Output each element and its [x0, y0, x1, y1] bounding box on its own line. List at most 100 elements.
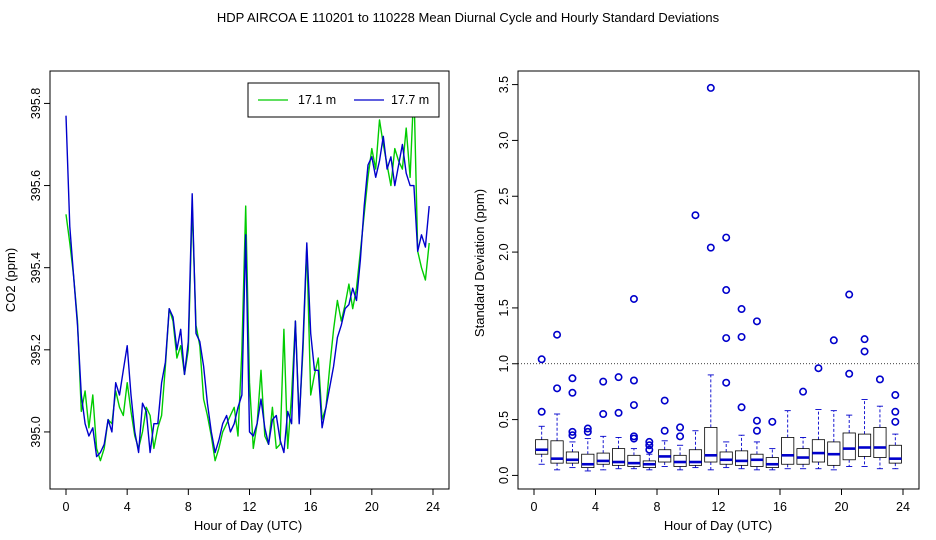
outlier-point — [645, 445, 654, 454]
outlier-point — [752, 426, 761, 435]
outlier-point — [660, 426, 669, 435]
boxplot-hour — [811, 364, 825, 470]
stddev-x-tick-label: 12 — [712, 500, 726, 514]
boxplot-hour — [719, 233, 733, 469]
figure-title: HDP AIRCOA E 110201 to 110228 Mean Diurn… — [217, 10, 720, 25]
boxplot-hour — [704, 83, 718, 471]
stddev-x-tick-label: 24 — [896, 500, 910, 514]
co2-x-tick-label: 24 — [426, 500, 440, 514]
iqr-box — [688, 449, 702, 466]
boxplot-hour — [735, 305, 749, 470]
outlier-point — [568, 427, 577, 436]
iqr-box — [612, 448, 626, 466]
legend-label-17-1m: 17.1 m — [298, 93, 336, 107]
stddev-y-tick-label: 1.5 — [497, 299, 511, 316]
outlier-point — [768, 417, 777, 426]
outlier-point — [860, 335, 869, 344]
outlier-point — [722, 334, 731, 343]
outlier-point — [845, 369, 854, 378]
outlier-point — [706, 243, 715, 252]
iqr-box — [719, 451, 733, 465]
outlier-point — [645, 441, 654, 450]
iqr-box — [873, 426, 887, 458]
outlier-point — [860, 347, 869, 356]
co2-x-tick-label: 8 — [185, 500, 192, 514]
outlier-point — [737, 305, 746, 314]
boxplot-hour — [796, 387, 810, 470]
boxplot-hour — [550, 330, 564, 471]
boxplot-hour — [765, 417, 779, 471]
boxplot-hour — [873, 375, 887, 470]
co2-x-tick-label: 16 — [304, 500, 318, 514]
outlier-point — [629, 294, 638, 303]
outlier-point — [891, 417, 900, 426]
iqr-box — [842, 432, 856, 461]
outlier-point — [568, 388, 577, 397]
legend-label-17-7m: 17.7 m — [391, 93, 429, 107]
co2-x-axis-label: Hour of Day (UTC) — [194, 518, 302, 533]
outlier-point — [568, 431, 577, 440]
boxplot-hour — [842, 290, 856, 467]
co2-series — [65, 86, 430, 462]
stddev-y-axis: 0.0 0.5 1.0 1.5 2.0 2.5 3.0 3.5 — [497, 76, 518, 484]
outlier-point — [599, 377, 608, 386]
stddev-x-tick-label: 8 — [654, 500, 661, 514]
boxplot-hour — [612, 373, 626, 470]
co2-diurnal-panel: 0 4 8 12 16 20 24 395.0 395.2 395.4 395.6 395.8 Ho… — [3, 70, 450, 533]
boxplot-hour — [858, 335, 872, 467]
outlier-point — [737, 403, 746, 412]
co2-y-axis: 395.0 395.2 395.4 395.6 395.8 — [29, 88, 50, 448]
boxplot-hour — [596, 377, 610, 471]
stddev-x-tick-label: 16 — [773, 500, 787, 514]
co2-y-tick-label: 395.4 — [29, 252, 43, 283]
stddev-x-tick-label: 4 — [592, 500, 599, 514]
outlier-point — [799, 387, 808, 396]
co2-x-tick-label: 4 — [124, 500, 131, 514]
outlier-point — [599, 409, 608, 418]
co2-x-tick-label: 20 — [365, 500, 379, 514]
outlier-point — [752, 317, 761, 326]
boxplot-hour — [565, 374, 579, 469]
stddev-panel: 0 4 8 12 16 20 24 0.0 0.5 1.0 1.5 2.0 2.5 3.0 3.5 Hou… — [472, 70, 920, 533]
outlier-point — [722, 286, 731, 295]
boxplot-hour — [535, 355, 549, 465]
stddev-y-tick-label: 0.0 — [497, 467, 511, 484]
stddev-y-tick-label: 3.5 — [497, 76, 511, 93]
boxplot-hour — [673, 423, 687, 471]
co2-y-tick-label: 395.6 — [29, 170, 43, 201]
iqr-box — [550, 440, 564, 464]
outlier-point — [706, 83, 715, 92]
boxplot-hour — [642, 437, 656, 471]
iqr-box — [888, 444, 902, 464]
outlier-point — [829, 336, 838, 345]
co2-x-axis: 0 4 8 12 16 20 24 — [63, 489, 440, 514]
outlier-point — [891, 407, 900, 416]
iqr-box — [535, 439, 549, 455]
outlier-point — [583, 427, 592, 436]
iqr-box — [581, 453, 595, 469]
co2-y-tick-label: 395.0 — [29, 416, 43, 447]
outlier-point — [568, 374, 577, 383]
boxplot-hour — [627, 294, 641, 470]
iqr-box — [596, 452, 610, 465]
stddev-x-tick-label: 0 — [531, 500, 538, 514]
outlier-point — [676, 432, 685, 441]
boxplot-hour — [827, 336, 841, 471]
outlier-point — [645, 437, 654, 446]
co2-y-tick-label: 395.8 — [29, 88, 43, 119]
outlier-point — [875, 375, 884, 384]
stddev-x-axis-label: Hour of Day (UTC) — [664, 518, 772, 533]
outlier-point — [614, 373, 623, 382]
co2-x-tick-label: 0 — [63, 500, 70, 514]
stddev-plot-frame — [517, 70, 920, 490]
series-line-17-1m — [65, 86, 430, 462]
outlier-point — [722, 378, 731, 387]
outlier-point — [629, 376, 638, 385]
outlier-point — [660, 396, 669, 405]
stddev-y-axis-label: Standard Deviation (ppm) — [472, 189, 487, 337]
boxplot-hour — [581, 424, 595, 472]
co2-x-tick-label: 12 — [243, 500, 257, 514]
outlier-point — [629, 432, 638, 441]
outlier-point — [737, 332, 746, 341]
